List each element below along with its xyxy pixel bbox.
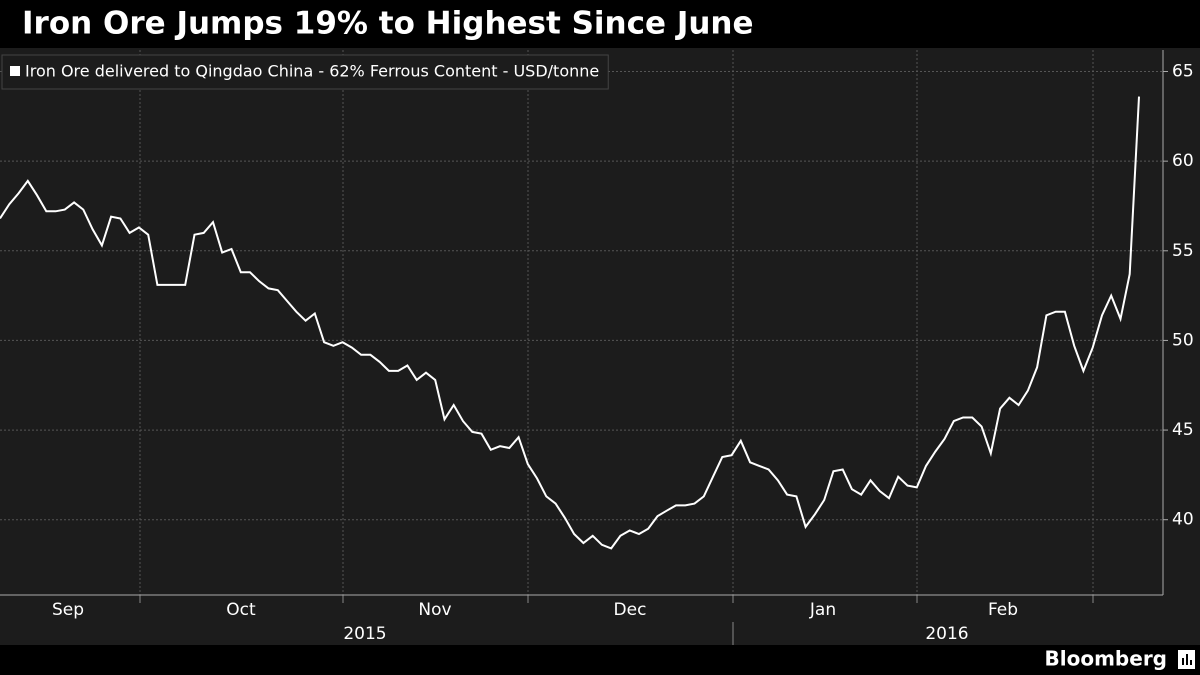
y-tick-label: 45	[1172, 420, 1194, 440]
y-tick-label: 60	[1172, 151, 1194, 171]
x-tick-label: Nov	[418, 600, 451, 620]
legend-swatch	[10, 66, 20, 76]
x-tick-label: Jan	[809, 600, 836, 620]
source: Bloomberg	[1045, 647, 1167, 671]
x-tick-label: Sep	[52, 600, 84, 620]
legend-label: Iron Ore delivered to Qingdao China - 62…	[25, 62, 599, 81]
y-tick-label: 65	[1172, 62, 1194, 82]
y-tick-label: 55	[1172, 241, 1194, 261]
x-year-label: 2015	[343, 624, 386, 644]
x-tick-label: Dec	[614, 600, 647, 620]
logo-icon	[1178, 650, 1195, 669]
footer-bar	[0, 645, 1200, 675]
x-tick-label: Oct	[226, 600, 256, 620]
legend-box	[1, 54, 609, 90]
x-tick-label: Feb	[988, 600, 1018, 620]
x-year-label: 2016	[925, 624, 968, 644]
title-bar	[0, 0, 1200, 48]
y-tick-label: 40	[1172, 510, 1194, 530]
chart-title: Iron Ore Jumps 19% to Highest Since June	[22, 6, 754, 42]
line	[0, 96, 1140, 550]
y-tick-label: 50	[1172, 330, 1194, 350]
